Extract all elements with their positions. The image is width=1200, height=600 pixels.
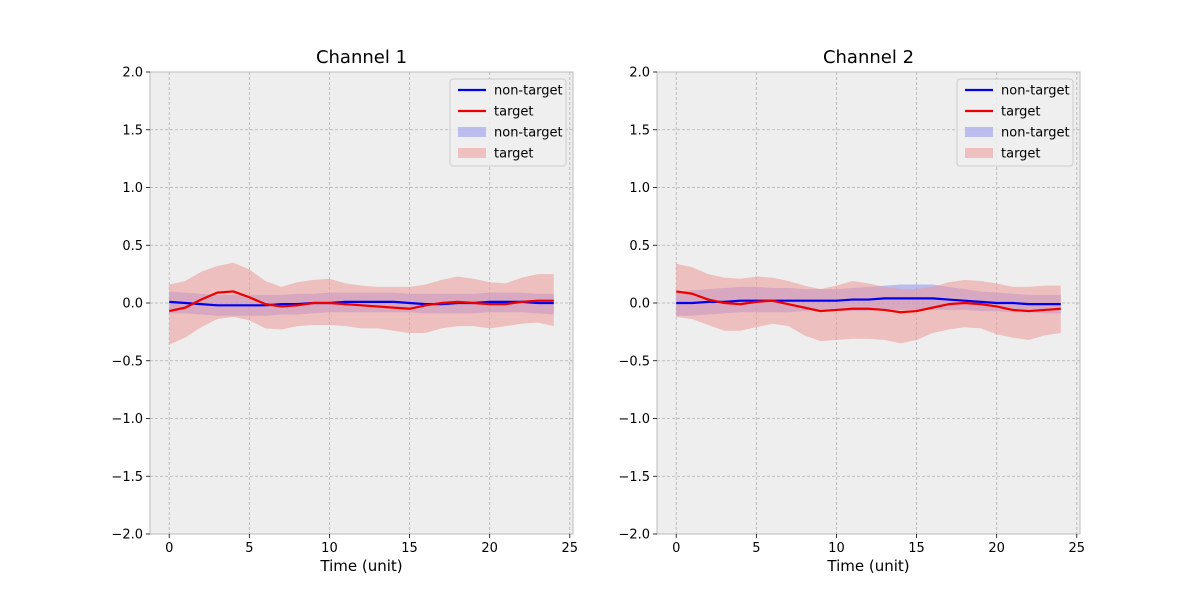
y-tick-label: −1.5 bbox=[618, 470, 650, 485]
y-tick-label: 1.5 bbox=[122, 123, 143, 138]
legend-patch-swatch bbox=[965, 127, 993, 137]
y-tick-label: 2.0 bbox=[629, 66, 650, 81]
legend: non-target target non-target target bbox=[449, 78, 567, 167]
x-tick-label: 10 bbox=[321, 541, 338, 556]
y-tick-label: 1.0 bbox=[122, 181, 143, 196]
x-tick-label: 0 bbox=[672, 541, 680, 556]
x-tick-label: 10 bbox=[828, 541, 845, 556]
legend-label: target bbox=[1001, 105, 1041, 120]
line-target bbox=[168, 290, 554, 313]
y-tick-label: −0.5 bbox=[111, 354, 143, 369]
chart-panel-2: 0 5 10 15 20 25 −2.0 −1.5 −1.0 −0.5 0.0 0.5 1.0 1.5 2.… bbox=[618, 47, 1085, 575]
x-tick-label: 20 bbox=[988, 541, 1005, 556]
legend-label: non-target bbox=[494, 126, 563, 141]
y-tick-label: 0.5 bbox=[629, 239, 650, 254]
y-tick-label: −1.5 bbox=[111, 470, 143, 485]
legend-patch-swatch bbox=[965, 148, 993, 158]
y-tick-label: −0.5 bbox=[618, 354, 650, 369]
x-tick-label: 0 bbox=[165, 541, 173, 556]
x-axis-label: Time (unit) bbox=[826, 557, 909, 575]
line-non-target bbox=[676, 297, 1061, 306]
x-tick-label: 20 bbox=[481, 541, 498, 556]
line-non-target bbox=[169, 300, 554, 307]
band-target bbox=[676, 263, 1061, 344]
legend-box bbox=[956, 78, 1074, 167]
x-tick-label: 15 bbox=[401, 541, 418, 556]
y-tick-label: 2.0 bbox=[122, 66, 143, 81]
legend-label: target bbox=[494, 147, 534, 162]
y-tick-label: −2.0 bbox=[111, 528, 143, 543]
legend-label: target bbox=[1001, 147, 1041, 162]
legend-label: non-target bbox=[1001, 126, 1070, 141]
legend: non-target target non-target target bbox=[956, 78, 1074, 167]
x-axis-label: Time (unit) bbox=[319, 557, 402, 575]
chart-title: Channel 2 bbox=[823, 47, 914, 68]
y-tick-label: 0.5 bbox=[122, 239, 143, 254]
y-tick-label: −2.0 bbox=[618, 528, 650, 543]
x-tick-label: 15 bbox=[908, 541, 925, 556]
line-target bbox=[676, 290, 1061, 314]
x-tick-label: 25 bbox=[1069, 541, 1086, 556]
legend-label: non-target bbox=[1001, 84, 1070, 99]
band-target bbox=[169, 262, 554, 345]
legend-patch-swatch bbox=[458, 127, 486, 137]
y-tick-label: −1.0 bbox=[111, 412, 143, 427]
y-tick-label: 0.0 bbox=[629, 297, 650, 312]
chart-title: Channel 1 bbox=[316, 47, 407, 68]
y-tick-label: 0.0 bbox=[122, 297, 143, 312]
x-tick-label: 25 bbox=[562, 541, 579, 556]
legend-label: non-target bbox=[494, 84, 563, 99]
x-tick-label: 5 bbox=[752, 541, 760, 556]
chart-panel-1: 0 5 10 15 20 25 −2.0 −1.5 −1.0 −0.5 0.0 0.5 1.0 1.5 2.… bbox=[111, 47, 578, 575]
x-tick-label: 5 bbox=[245, 541, 253, 556]
y-tick-label: 1.0 bbox=[629, 181, 650, 196]
legend-patch-swatch bbox=[458, 148, 486, 158]
y-tick-label: −1.0 bbox=[618, 412, 650, 427]
legend-box bbox=[449, 78, 567, 167]
y-tick-label: 1.5 bbox=[629, 123, 650, 138]
legend-label: target bbox=[494, 105, 534, 120]
